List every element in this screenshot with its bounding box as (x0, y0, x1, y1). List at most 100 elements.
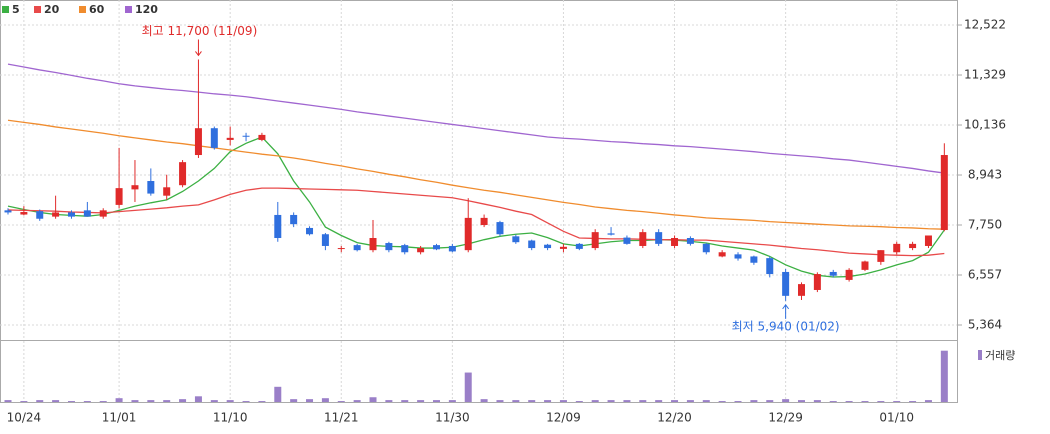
legend-swatch (2, 6, 9, 13)
volume-bar (401, 400, 409, 402)
candle-body (99, 210, 107, 217)
volume-bar (686, 400, 694, 402)
candle-body (67, 212, 75, 217)
candle-body (258, 134, 266, 140)
volume-bar (353, 400, 361, 402)
volume-bar (671, 400, 679, 402)
legend-swatch (125, 6, 132, 13)
y-tick-label: 10,136 (964, 118, 1006, 132)
volume-bar (702, 400, 710, 402)
candle-body (924, 235, 932, 246)
volume-bar (67, 401, 75, 402)
volume-bar (798, 400, 805, 402)
candle-body (417, 248, 425, 253)
volume-bar (147, 400, 155, 402)
volume-bar (813, 400, 821, 402)
candle-body (448, 245, 456, 252)
candle-body (766, 258, 774, 275)
volume-bar (940, 350, 948, 402)
volume-bar (639, 400, 647, 402)
candle-body (36, 211, 44, 219)
volume-bar (512, 400, 520, 402)
volume-bar (464, 372, 472, 402)
candle-body (4, 210, 12, 213)
annotation-arrow (195, 39, 202, 57)
ma-line (7, 63, 945, 174)
ma-line (7, 187, 945, 257)
candle-body (306, 227, 314, 235)
volume-bar (575, 401, 583, 402)
annotation-arrow (782, 304, 790, 319)
x-tick-label: 10/24 (7, 411, 42, 425)
volume-bar (131, 400, 139, 402)
candle-body (163, 187, 171, 196)
ma-line (7, 119, 945, 230)
candle-body (480, 217, 488, 226)
candle-body (623, 237, 631, 244)
x-tick-label: 11/01 (102, 411, 137, 425)
candle-body (734, 254, 742, 259)
candle-body (829, 271, 837, 276)
volume-bar (480, 399, 488, 402)
volume-bar (258, 401, 266, 402)
y-tick-label: 8,943 (968, 168, 1002, 182)
candle-body (83, 210, 91, 217)
candle-body (607, 233, 615, 235)
x-tick-label: 11/10 (213, 411, 248, 425)
candle-body (147, 181, 155, 194)
volume-bar (448, 400, 456, 402)
candle-body (591, 232, 599, 249)
volume-bar (290, 399, 298, 402)
candle-body (686, 238, 694, 244)
candle-body (893, 243, 901, 253)
y-tick-label: 12,522 (964, 18, 1006, 32)
volume-bar (829, 401, 837, 402)
annotation: 최고 11,700 (11/09) (142, 24, 258, 38)
candle-body (909, 243, 917, 249)
candle-body (496, 222, 504, 235)
candle-body (813, 274, 821, 290)
volume-bar (924, 400, 932, 402)
volume-bar (861, 401, 869, 402)
volume-bar (36, 400, 44, 402)
candle-body (242, 135, 250, 137)
volume-label: 거래량 (985, 349, 1015, 362)
candle-body (845, 269, 853, 280)
y-tick-label: 11,329 (964, 68, 1006, 82)
volume-bar (877, 401, 885, 402)
volume-bar (432, 400, 440, 402)
candle-body (321, 234, 329, 246)
candle-body (353, 245, 361, 251)
volume-bar (385, 400, 393, 402)
volume-bar (242, 401, 250, 402)
candle-body (750, 256, 758, 263)
volume-bar (528, 400, 536, 402)
candle-body (20, 212, 28, 215)
candle-body (782, 271, 790, 296)
volume-bar (306, 399, 314, 402)
volume-bar (734, 401, 742, 402)
annotation: 최저 5,940 (01/02) (732, 319, 840, 333)
y-tick-label: 6,557 (968, 268, 1002, 282)
candle-body (401, 245, 409, 253)
volume-bar (750, 400, 758, 402)
candle-body (861, 261, 869, 270)
candle-body (226, 137, 234, 140)
candle-body (798, 284, 805, 296)
candle-body (575, 243, 583, 249)
volume-bar (623, 400, 631, 402)
x-tick-label: 11/21 (324, 411, 359, 425)
volume-bar (893, 401, 901, 402)
volume-bar (766, 400, 774, 402)
volume-bar (591, 400, 599, 402)
volume-bar (417, 400, 425, 402)
volume-bar (337, 401, 345, 402)
candle-body (179, 162, 187, 186)
ma-line (7, 136, 945, 278)
candle-body (432, 245, 440, 250)
candle-body (115, 188, 123, 205)
volume-bar (607, 400, 615, 402)
plot-frame (0, 0, 958, 403)
volume-bar (4, 400, 12, 402)
